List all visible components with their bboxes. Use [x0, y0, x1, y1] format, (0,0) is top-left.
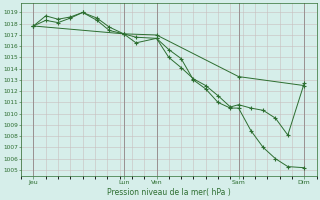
X-axis label: Pression niveau de la mer( hPa ): Pression niveau de la mer( hPa ): [107, 188, 231, 197]
